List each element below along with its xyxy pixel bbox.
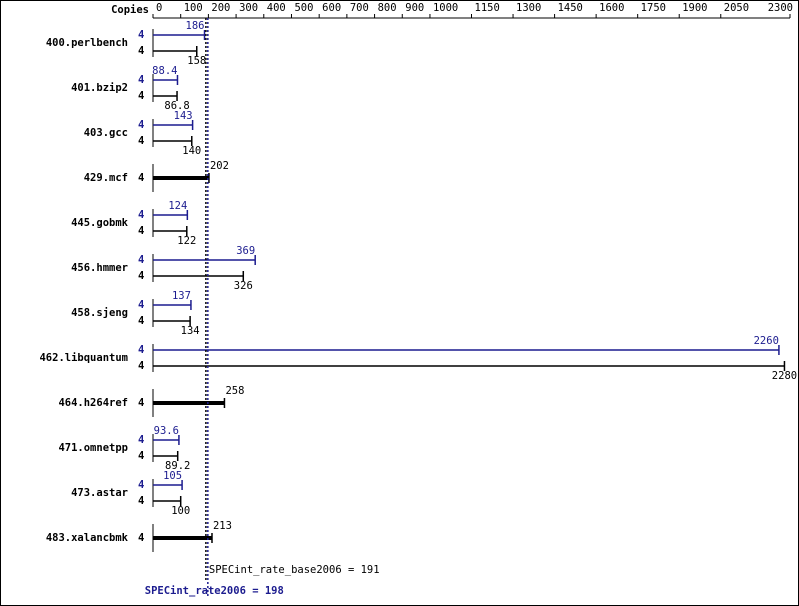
reference-label: SPECint_rate2006 = 198: [145, 585, 284, 597]
value-label: 134: [181, 325, 200, 337]
value-label: 124: [168, 200, 187, 212]
copies-header: Copies: [111, 4, 149, 16]
x-tick-label: 100: [184, 2, 203, 14]
copies-label: 4: [138, 479, 144, 491]
x-tick-label: 1450: [558, 2, 583, 14]
x-tick-label: 0: [156, 2, 162, 14]
value-label: 105: [163, 470, 182, 482]
x-tick-label: 1900: [682, 2, 707, 14]
copies-label: 4: [138, 29, 144, 41]
copies-label: 4: [138, 225, 144, 237]
category-label: 400.perlbench: [46, 37, 128, 49]
value-label: 326: [234, 280, 253, 292]
x-tick-label: 1600: [599, 2, 624, 14]
value-label: 86.8: [164, 100, 189, 112]
value-label: 122: [177, 235, 196, 247]
value-label: 100: [171, 505, 190, 517]
copies-label: 4: [138, 360, 144, 372]
copies-label: 4: [138, 495, 144, 507]
value-label: 369: [236, 245, 255, 257]
x-tick-label: 1150: [475, 2, 500, 14]
value-label: 186: [186, 20, 205, 32]
value-label: 2260: [754, 335, 779, 347]
copies-label: 4: [138, 450, 144, 462]
value-label: 258: [225, 385, 244, 397]
copies-label: 4: [138, 119, 144, 131]
x-tick-label: 1750: [641, 2, 666, 14]
x-tick-label: 1000: [433, 2, 458, 14]
value-label: 2280: [772, 370, 797, 382]
category-label: 483.xalancbmk: [46, 532, 129, 544]
value-label: 140: [182, 145, 201, 157]
category-label: 464.h264ref: [58, 397, 128, 409]
value-label: 137: [172, 290, 191, 302]
value-label: 202: [210, 160, 229, 172]
copies-label: 4: [138, 90, 144, 102]
copies-label: 4: [138, 532, 144, 544]
copies-label: 4: [138, 209, 144, 221]
value-label: 89.2: [165, 460, 190, 472]
value-label: 143: [174, 110, 193, 122]
x-tick-label: 800: [378, 2, 397, 14]
copies-label: 4: [138, 254, 144, 266]
copies-label: 4: [138, 397, 144, 409]
copies-label: 4: [138, 299, 144, 311]
x-tick-label: 900: [405, 2, 424, 14]
x-tick-label: 2300: [768, 2, 793, 14]
value-label: 213: [213, 520, 232, 532]
value-label: 88.4: [152, 65, 177, 77]
copies-label: 4: [138, 135, 144, 147]
x-tick-label: 200: [211, 2, 230, 14]
category-label: 403.gcc: [84, 127, 128, 139]
value-label: 93.6: [154, 425, 179, 437]
x-tick-label: 2050: [724, 2, 749, 14]
value-label: 158: [187, 55, 206, 67]
category-label: 471.omnetpp: [58, 442, 128, 454]
x-tick-label: 400: [267, 2, 286, 14]
copies-label: 4: [138, 434, 144, 446]
x-tick-label: 700: [350, 2, 369, 14]
category-label: 473.astar: [71, 487, 128, 499]
reference-label: SPECint_rate_base2006 = 191: [209, 564, 380, 576]
category-label: 456.hmmer: [71, 262, 128, 274]
category-label: 429.mcf: [84, 172, 128, 184]
copies-label: 4: [138, 270, 144, 282]
copies-label: 4: [138, 344, 144, 356]
category-label: 401.bzip2: [71, 82, 128, 94]
copies-label: 4: [138, 74, 144, 86]
x-tick-label: 600: [322, 2, 341, 14]
copies-label: 4: [138, 172, 144, 184]
category-label: 462.libquantum: [39, 352, 128, 364]
copies-label: 4: [138, 315, 144, 327]
x-tick-label: 1300: [516, 2, 541, 14]
category-label: 458.sjeng: [71, 307, 128, 319]
category-label: 445.gobmk: [71, 217, 129, 229]
x-tick-label: 500: [294, 2, 313, 14]
x-tick-label: 300: [239, 2, 258, 14]
copies-label: 4: [138, 45, 144, 57]
